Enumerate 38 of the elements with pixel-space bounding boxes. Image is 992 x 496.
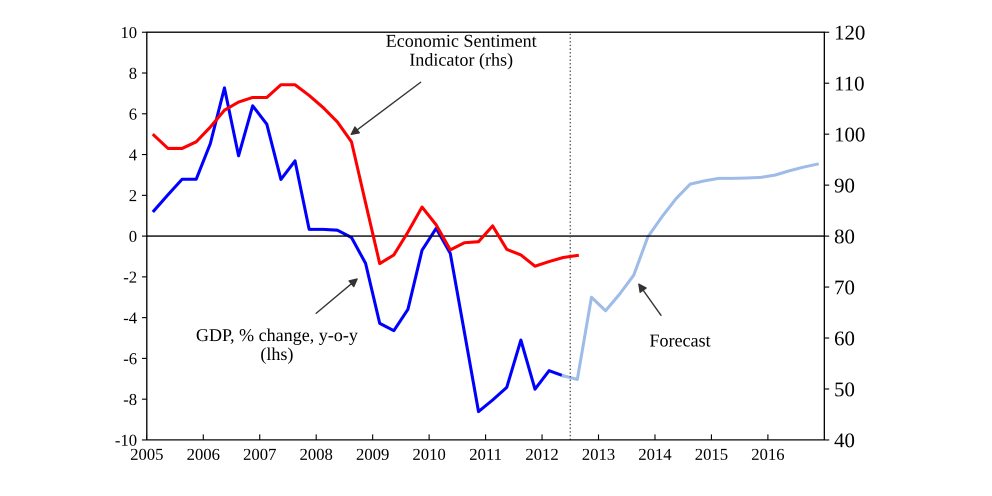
y-tick-label: 2 (129, 190, 136, 202)
x-tick-label: 2014 (639, 448, 672, 460)
line-series (562, 162, 819, 381)
x-tick-label: 2008 (300, 448, 332, 460)
y-tick-label: -2 (124, 272, 136, 283)
y2-tick-label: 110 (836, 76, 864, 91)
y-tick-label: -4 (124, 312, 137, 324)
x-tick-label: 2007 (244, 448, 276, 460)
line-series (152, 86, 565, 414)
x-tick-label: 2011 (470, 448, 501, 460)
y-tick-label: 8 (129, 68, 136, 79)
x-tick-label: 2009 (356, 448, 389, 460)
x-tick-label: 2012 (526, 448, 558, 460)
x-tick-label: 2010 (413, 448, 446, 460)
y-tick-label: 10 (122, 26, 136, 38)
y2-tick-label: 80 (834, 229, 854, 244)
y2-tick-label: 60 (834, 331, 854, 346)
y2-tick-label: 100 (836, 128, 865, 142)
y-tick-label: -6 (124, 353, 137, 364)
x-tick-label: 2015 (695, 448, 728, 460)
x-tick-label: 2013 (582, 448, 615, 460)
annotation: Economic Sentiment Indicator (rhs) (386, 34, 537, 70)
x-tick-label: 2005 (130, 448, 163, 460)
y-tick-label: -8 (124, 394, 136, 406)
y2-tick-label: 120 (836, 26, 865, 40)
y2-tick-label: 40 (834, 433, 854, 448)
line-series (152, 83, 579, 268)
y-tick-label: -10 (115, 434, 136, 446)
y2-tick-label: 90 (834, 178, 854, 193)
y-tick-label: 6 (129, 108, 137, 120)
annotation: Forecast (650, 334, 711, 347)
x-tick-label: 2006 (187, 448, 220, 460)
y-tick-label: 0 (129, 230, 136, 242)
y2-tick-label: 70 (835, 280, 854, 294)
annotation: GDP, % change, y-o-y (lhs) (196, 328, 358, 364)
y2-tick-label: 50 (835, 382, 854, 396)
x-tick-label: 2016 (752, 448, 784, 460)
y-tick-label: 4 (129, 149, 137, 160)
